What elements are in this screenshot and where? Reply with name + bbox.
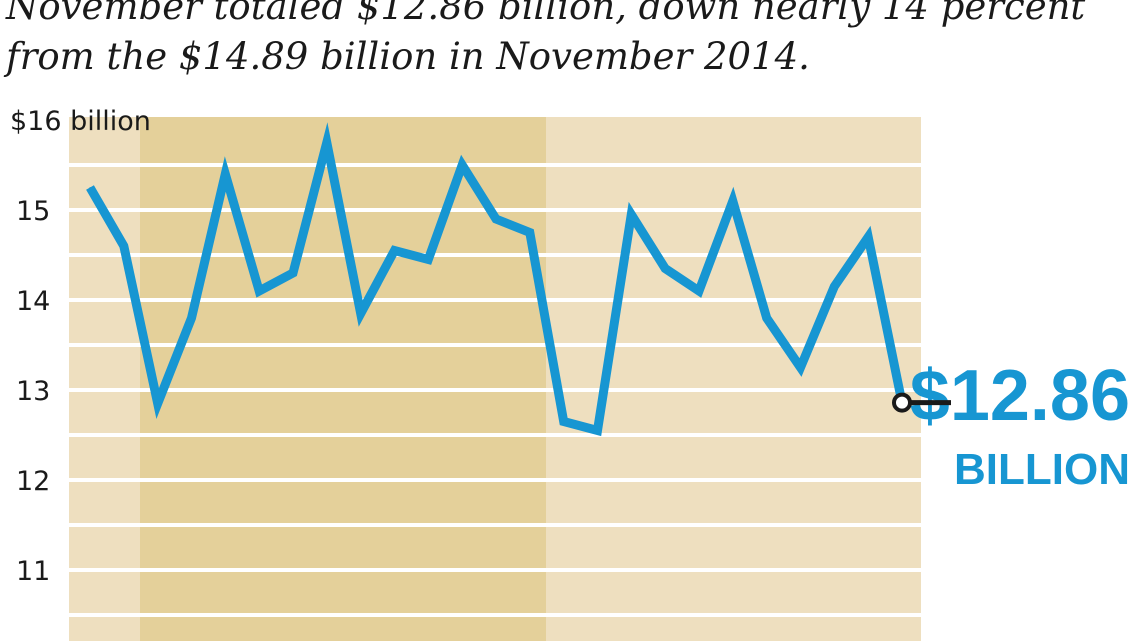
y-tick-label: 13 <box>16 376 50 407</box>
data-point <box>123 245 125 247</box>
data-point <box>191 317 192 319</box>
background-bands <box>69 117 921 641</box>
y-tick-label: 11 <box>16 556 50 587</box>
data-point <box>326 142 328 143</box>
caption-line-2: from the $14.89 billion in November 2014… <box>6 35 810 78</box>
data-point <box>529 232 531 233</box>
data-point <box>157 403 159 404</box>
data-point <box>698 290 700 292</box>
data-point <box>258 290 260 292</box>
data-point <box>597 430 598 431</box>
chart-caption: November totaled $12.86 billion, down ne… <box>6 0 1085 82</box>
data-point <box>89 187 91 188</box>
y-axis-tick-labels: $16 billion 15 14 13 12 11 <box>10 106 151 587</box>
data-series <box>86 122 907 437</box>
callout-value: $12.86 <box>910 356 1130 436</box>
data-point <box>867 236 869 238</box>
callout-unit: BILLION <box>954 445 1130 494</box>
data-point <box>766 317 768 319</box>
data-point <box>664 268 666 269</box>
data-point <box>732 200 734 202</box>
y-tick-label: $16 billion <box>10 106 151 137</box>
data-point <box>833 286 835 287</box>
data-point <box>630 214 632 215</box>
y-tick-label: 14 <box>16 286 50 317</box>
data-point <box>800 367 801 368</box>
data-point <box>563 421 565 422</box>
band-light-left <box>69 117 140 641</box>
last-value-callout: $12.86 BILLION <box>892 356 1130 494</box>
data-point <box>292 272 294 274</box>
data-point <box>427 259 429 260</box>
caption-line-1: November totaled $12.86 billion, down ne… <box>6 0 1086 28</box>
y-tick-label: 15 <box>16 196 50 227</box>
data-point <box>394 250 395 251</box>
data-point <box>360 313 362 314</box>
data-point <box>495 218 497 220</box>
data-point <box>224 173 226 175</box>
last-data-point <box>892 392 912 413</box>
y-tick-label: 12 <box>16 466 50 497</box>
data-point <box>461 164 463 166</box>
